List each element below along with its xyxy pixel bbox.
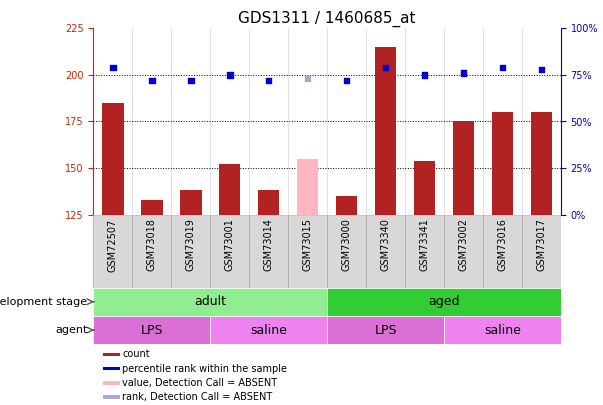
Bar xyxy=(453,122,474,215)
Text: GSM73015: GSM73015 xyxy=(303,218,313,271)
Bar xyxy=(327,316,444,344)
Bar xyxy=(522,215,561,288)
Point xyxy=(420,72,429,78)
Text: adult: adult xyxy=(194,295,226,308)
Bar xyxy=(531,112,552,215)
Bar xyxy=(414,161,435,215)
Title: GDS1311 / 1460685_at: GDS1311 / 1460685_at xyxy=(238,11,416,27)
Point xyxy=(497,64,507,71)
Bar xyxy=(210,215,249,288)
Point xyxy=(537,66,546,72)
Point xyxy=(186,77,195,84)
Bar xyxy=(103,103,124,215)
Bar xyxy=(93,316,210,344)
Bar xyxy=(327,215,366,288)
Bar xyxy=(180,190,201,215)
Text: value, Detection Call = ABSENT: value, Detection Call = ABSENT xyxy=(122,378,277,388)
Text: rank, Detection Call = ABSENT: rank, Detection Call = ABSENT xyxy=(122,392,273,402)
Text: GSM73014: GSM73014 xyxy=(264,218,274,271)
Text: agent: agent xyxy=(55,325,87,335)
Bar xyxy=(327,288,561,316)
Text: LPS: LPS xyxy=(374,324,397,337)
Bar xyxy=(103,395,119,399)
Bar xyxy=(103,367,119,370)
Text: percentile rank within the sample: percentile rank within the sample xyxy=(122,364,288,374)
Bar xyxy=(366,215,405,288)
Text: GSM73019: GSM73019 xyxy=(186,218,196,271)
Bar xyxy=(444,316,561,344)
Text: GSM73000: GSM73000 xyxy=(341,218,352,271)
Text: GSM73018: GSM73018 xyxy=(147,218,157,271)
Bar xyxy=(336,196,358,215)
Text: saline: saline xyxy=(250,324,287,337)
Bar xyxy=(93,215,133,288)
Text: GSM73016: GSM73016 xyxy=(497,218,507,271)
Bar xyxy=(133,215,171,288)
Bar xyxy=(93,288,327,316)
Bar xyxy=(210,316,327,344)
Bar xyxy=(249,215,288,288)
Bar xyxy=(375,47,396,215)
Bar xyxy=(171,215,210,288)
Bar xyxy=(103,381,119,384)
Bar xyxy=(258,190,279,215)
Point xyxy=(459,70,469,76)
Point xyxy=(342,77,352,84)
Bar xyxy=(405,215,444,288)
Point xyxy=(108,64,118,71)
Bar xyxy=(491,112,513,215)
Text: GSM72507: GSM72507 xyxy=(108,218,118,271)
Point xyxy=(380,64,390,71)
Text: GSM73001: GSM73001 xyxy=(225,218,235,271)
Text: GSM73341: GSM73341 xyxy=(420,218,429,271)
Point xyxy=(264,77,274,84)
Text: GSM73002: GSM73002 xyxy=(458,218,469,271)
Bar xyxy=(219,164,241,215)
Bar xyxy=(141,200,163,215)
Bar xyxy=(483,215,522,288)
Bar xyxy=(297,159,318,215)
Text: count: count xyxy=(122,350,150,360)
Point xyxy=(303,75,312,82)
Point xyxy=(147,77,157,84)
Bar xyxy=(103,353,119,356)
Text: development stage: development stage xyxy=(0,297,87,307)
Point xyxy=(225,72,235,78)
Text: saline: saline xyxy=(484,324,521,337)
Bar xyxy=(288,215,327,288)
Text: GSM73340: GSM73340 xyxy=(380,218,391,271)
Text: aged: aged xyxy=(428,295,459,308)
Text: LPS: LPS xyxy=(140,324,163,337)
Text: GSM73017: GSM73017 xyxy=(536,218,546,271)
Bar xyxy=(444,215,483,288)
